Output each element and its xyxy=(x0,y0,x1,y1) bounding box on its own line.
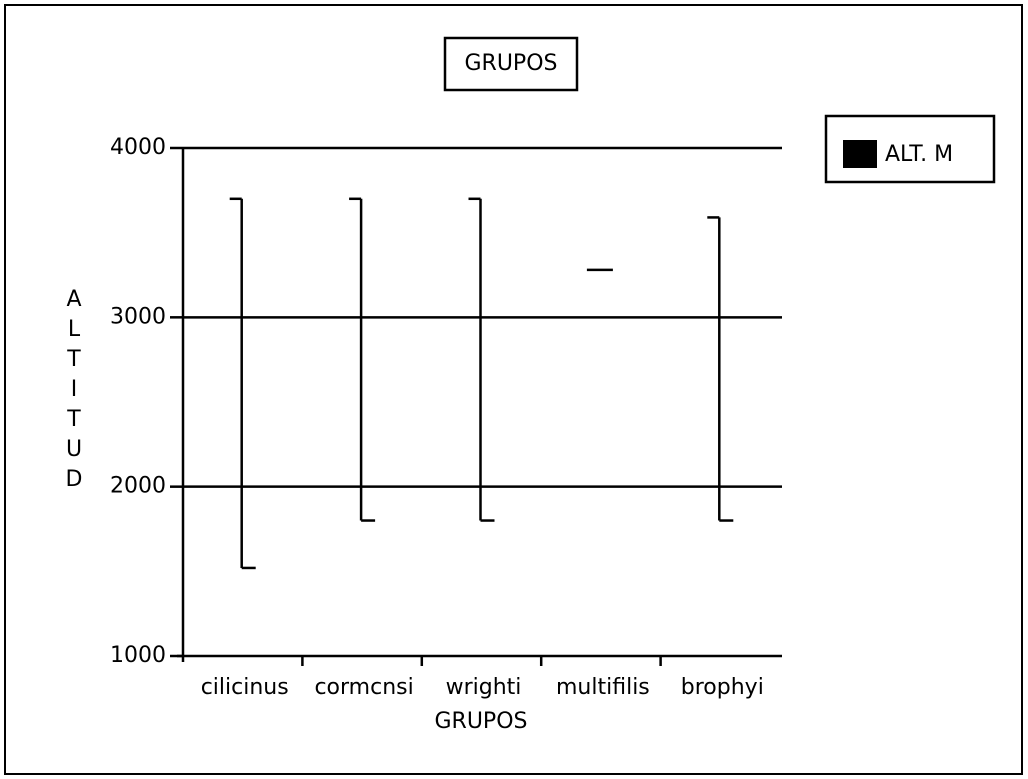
x-tick-label: multifilis xyxy=(556,675,650,700)
x-tick-label: cilicinus xyxy=(201,675,289,700)
x-axis-label: GRUPOS xyxy=(435,709,528,734)
title-box xyxy=(443,36,579,92)
y-tick-label: 2000 xyxy=(110,474,166,499)
legend-label: ALT. M xyxy=(885,142,953,167)
y-tick-label: 1000 xyxy=(110,643,166,668)
x-tick-label: wrighti xyxy=(446,675,522,700)
x-tick-label: cormcnsi xyxy=(314,675,413,700)
legend-swatch xyxy=(843,140,877,168)
chart-frame xyxy=(4,4,1023,775)
y-tick-label: 4000 xyxy=(110,135,166,160)
x-tick-label: brophyi xyxy=(681,675,764,700)
chart-title: GRUPOS xyxy=(465,51,558,76)
y-tick-label: 3000 xyxy=(110,304,166,329)
